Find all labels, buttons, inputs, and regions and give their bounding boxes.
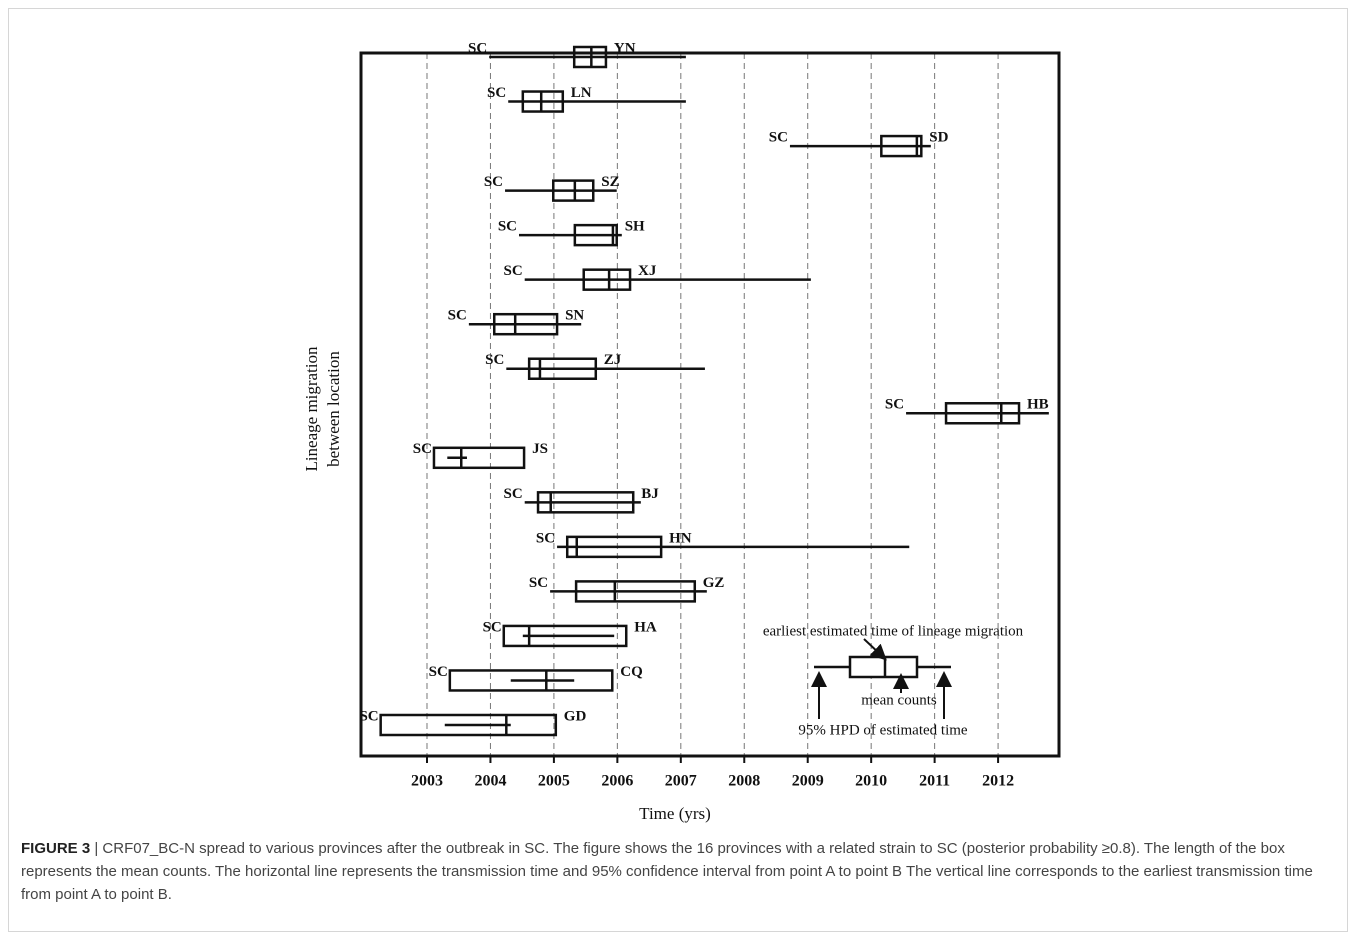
- x-tick-label: 2008: [728, 773, 760, 790]
- box: [572, 45, 608, 69]
- legend-example: [811, 638, 952, 719]
- to-label: ZJ: [604, 352, 622, 368]
- box: [552, 179, 595, 202]
- from-label: SC: [429, 664, 448, 680]
- to-label: GZ: [703, 575, 725, 591]
- figure: 2003 2004 2005 2006 2007 2008 2009 2010 2011 2012…: [8, 8, 1348, 932]
- chart: 2003 2004 2005 2006 2007 2008 2009 2010 2011 2012…: [302, 40, 1061, 823]
- from-label: SC: [448, 308, 467, 324]
- to-label: JS: [532, 441, 548, 457]
- from-label: SC: [504, 486, 523, 502]
- caption: FIGURE 3 | CRF07_BC-N spread to various …: [21, 837, 1341, 906]
- from-label: SC: [487, 85, 506, 101]
- to-label: SH: [625, 219, 645, 235]
- x-tick-label: 2005: [538, 773, 570, 790]
- box: [432, 446, 526, 470]
- box: [536, 491, 635, 514]
- from-label: SC: [504, 263, 523, 279]
- box: [944, 402, 1021, 425]
- x-tick-label: 2009: [792, 773, 824, 790]
- from-label: SC: [484, 174, 503, 190]
- from-label: SC: [769, 130, 788, 146]
- box: [527, 357, 598, 380]
- annotation: earliest estimated time of lineage migra…: [763, 623, 1024, 639]
- box: [574, 580, 697, 603]
- to-label: HA: [634, 619, 657, 635]
- box: [448, 669, 614, 692]
- box: [573, 223, 618, 247]
- y-axis-label: Lineage migration: [302, 346, 321, 472]
- from-label: SC: [498, 219, 517, 235]
- from-label: SC: [483, 619, 502, 635]
- box: [521, 90, 565, 113]
- from-label: SC: [485, 352, 504, 368]
- to-label: HB: [1027, 397, 1049, 413]
- from-label: SC: [529, 575, 548, 591]
- from-label: SC: [468, 40, 487, 56]
- from-label: SC: [359, 708, 378, 724]
- x-tick-label: 2006: [601, 773, 633, 790]
- box: [493, 312, 559, 336]
- caption-label: FIGURE 3: [21, 840, 91, 857]
- box: [880, 134, 923, 158]
- box: [565, 535, 663, 559]
- y-axis-label: between location: [324, 351, 343, 467]
- x-tick-label: 2010: [855, 773, 887, 790]
- annotation: mean counts: [861, 692, 937, 708]
- to-label: LN: [571, 85, 592, 101]
- x-tick-label: 2007: [665, 773, 697, 790]
- from-label: SC: [536, 530, 555, 546]
- to-label: GD: [564, 708, 587, 724]
- caption-text: | CRF07_BC-N spread to various provinces…: [21, 840, 1313, 903]
- plot: 2003 2004 2005 2006 2007 2008 2009 2010 2011 2012…: [359, 40, 1061, 790]
- x-tick-label: 2011: [919, 773, 950, 790]
- x-tick-label: 2012: [982, 773, 1014, 790]
- to-label: HN: [669, 530, 692, 546]
- to-label: SZ: [601, 174, 619, 190]
- x-tick-label: 2003: [411, 773, 443, 790]
- to-label: YN: [614, 40, 636, 56]
- to-label: XJ: [638, 263, 657, 279]
- box: [379, 713, 558, 737]
- box: [582, 268, 632, 291]
- annotation: 95% HPD of estimated time: [798, 722, 967, 738]
- from-label: SC: [413, 441, 432, 457]
- to-label: BJ: [641, 486, 659, 502]
- x-axis-label: Time (yrs): [639, 804, 711, 823]
- x-tick-label: 2004: [474, 773, 506, 790]
- to-label: SD: [929, 130, 948, 146]
- from-label: SC: [885, 397, 904, 413]
- to-label: SN: [565, 308, 584, 324]
- box: [502, 624, 628, 648]
- plot-frame: [359, 51, 1061, 758]
- to-label: CQ: [620, 664, 643, 680]
